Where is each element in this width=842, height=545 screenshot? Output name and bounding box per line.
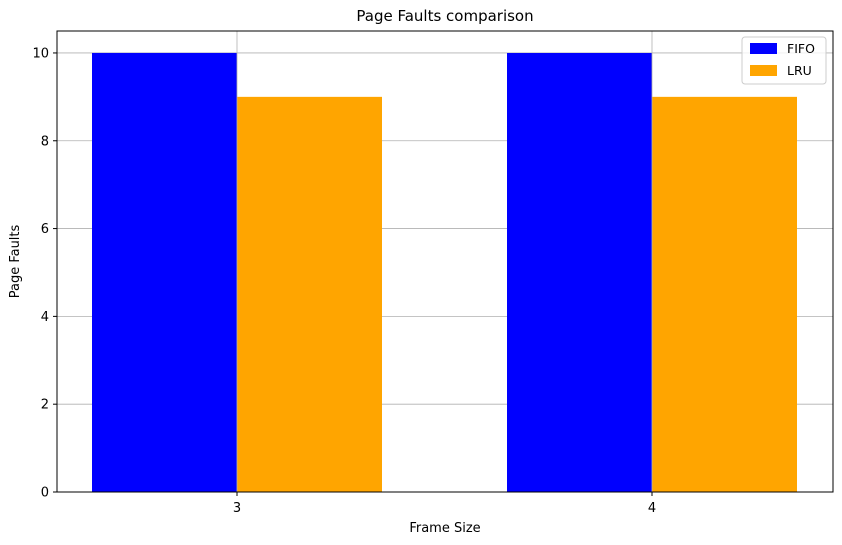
y-axis-label: Page Faults bbox=[8, 224, 23, 298]
legend-label-fifo: FIFO bbox=[787, 41, 815, 56]
legend-swatch-fifo bbox=[750, 43, 777, 54]
y-tick-label: 2 bbox=[41, 398, 49, 413]
y-tick-label: 10 bbox=[32, 46, 49, 61]
plot-frame bbox=[56, 30, 834, 493]
chart-title: Page Faults comparison bbox=[356, 7, 533, 25]
bars bbox=[92, 52, 797, 493]
x-tick-label: 3 bbox=[233, 501, 241, 516]
legend-swatch-lru bbox=[750, 65, 777, 76]
bar-fifo-4 bbox=[507, 52, 652, 493]
vertical-grid-lines bbox=[236, 31, 653, 492]
x-tick-label: 4 bbox=[648, 501, 656, 516]
bar-fifo-3 bbox=[92, 52, 237, 492]
x-axis-label: Frame Size bbox=[409, 521, 480, 536]
legend-label-lru: LRU bbox=[787, 63, 812, 78]
legend: FIFO LRU bbox=[741, 36, 827, 85]
y-tick-label: 6 bbox=[41, 222, 49, 237]
y-tick-label: 4 bbox=[41, 310, 49, 325]
bar-lru-3 bbox=[237, 96, 382, 492]
y-tick-label: 0 bbox=[41, 486, 49, 501]
axis-ticks: 0 2 4 6 8 10 3 4 bbox=[32, 46, 656, 516]
bar-lru-4 bbox=[652, 96, 797, 492]
y-tick-label: 8 bbox=[41, 134, 49, 149]
